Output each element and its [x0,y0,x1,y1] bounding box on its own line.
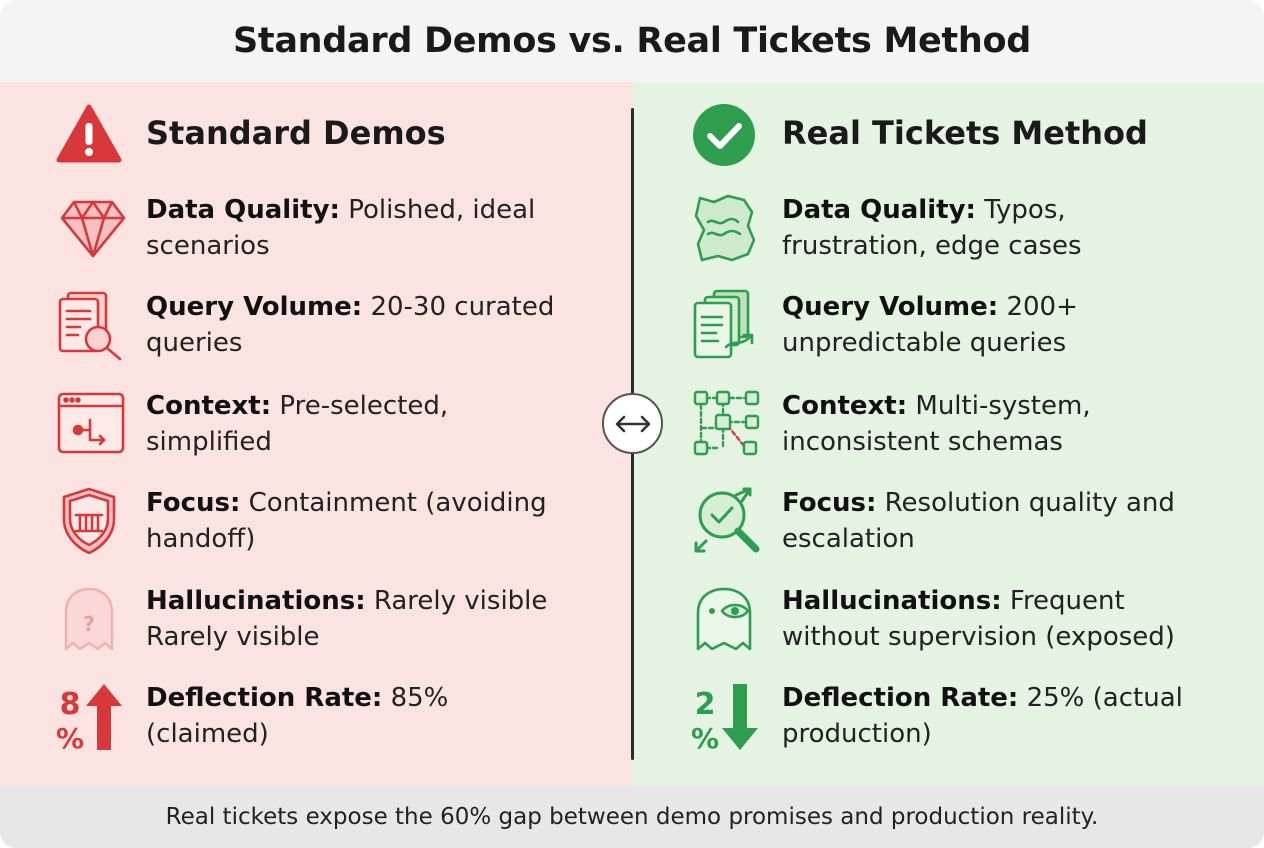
item-value: 85% (claimed) [146,683,449,749]
item-label: Deflection Rate: [146,683,383,713]
icon-digit: 2 [695,687,716,722]
item-label: Focus: [782,488,877,518]
item-value: Pre-selected, simplified [146,391,449,457]
item-label: Hallucinations: [146,586,366,616]
left-item-text: Hallucinations: Rarely visible Rarely vi… [146,583,556,655]
document-stack-icon [693,289,754,359]
item-value: Rarely visible Rarely visible [146,586,548,652]
crumpled-paper-icon [694,194,756,262]
item-value: 20-30 curated queries [146,292,555,358]
item-label: Context: [146,391,272,421]
check-circle-icon [693,104,755,166]
item-label: Data Quality: [146,195,340,225]
standard-demos-heading: Standard Demos [146,114,446,152]
real-tickets-heading: Real Tickets Method [782,114,1148,152]
percent-arrow-up-icon: 8 % [56,684,122,754]
ghost-eye-icon [696,587,752,651]
item-value: Containment (avoiding handoff) [146,488,547,554]
item-value: 25% (actual production) [782,683,1183,749]
document-search-icon [58,291,122,361]
left-item-text: Focus: Containment (avoiding handoff) [146,485,556,557]
footer-caption: Real tickets expose the 60% gap between … [165,804,1099,830]
diamond-icon [60,200,126,258]
icon-digit: 8 [60,687,81,722]
swap-arrows-icon [602,393,663,454]
item-value: Polished, ideal scenarios [146,195,536,261]
header-bar: Standard Demos vs. Real Tickets Method [0,0,1264,82]
right-item-text: Hallucinations: Frequent without supervi… [782,583,1192,655]
item-value: Resolution quality and escalation [782,488,1175,554]
percent-arrow-down-icon: 2 % [692,684,758,754]
left-item-text: Query Volume: 20-30 curated queries [146,289,556,361]
item-label: Hallucinations: [782,586,1002,616]
icon-percent: % [692,722,719,754]
browser-flow-icon [57,392,125,454]
item-label: Context: [782,391,908,421]
page-title: Standard Demos vs. Real Tickets Method [233,21,1031,61]
left-item-text: Context: Pre-selected, simplified [146,388,556,460]
item-value: 200+ unpredictable queries [782,292,1078,358]
item-label: Focus: [146,488,241,518]
item-value: Typos, frustration, edge cases [782,195,1082,261]
warning-triangle-icon [56,104,122,163]
faded-ghost-icon: ? [64,587,114,651]
item-label: Deflection Rate: [782,683,1019,713]
footer-bar: Real tickets expose the 60% gap between … [0,786,1264,848]
shield-barrier-icon [62,487,116,555]
right-item-text: Query Volume: 200+ unpredictable queries [782,289,1192,361]
right-item-text: Data Quality: Typos, frustration, edge c… [782,192,1192,264]
item-label: Query Volume: [146,292,363,322]
svg-text:?: ? [83,612,95,636]
left-item-text: Data Quality: Polished, ideal scenarios [146,192,556,264]
item-label: Data Quality: [782,195,976,225]
left-item-text: Deflection Rate: 85% (claimed) [146,680,556,752]
icon-percent: % [56,722,84,754]
magnifier-check-icon [694,487,760,553]
right-item-text: Deflection Rate: 25% (actual production) [782,680,1192,752]
network-nodes-icon [693,390,760,456]
item-label: Query Volume: [782,292,999,322]
item-value: Frequent without supervision (exposed) [782,586,1175,652]
right-item-text: Context: Multi-system, inconsistent sche… [782,388,1192,460]
right-item-text: Focus: Resolution quality and escalation [782,485,1192,557]
item-value: Multi-system, inconsistent schemas [782,391,1091,457]
